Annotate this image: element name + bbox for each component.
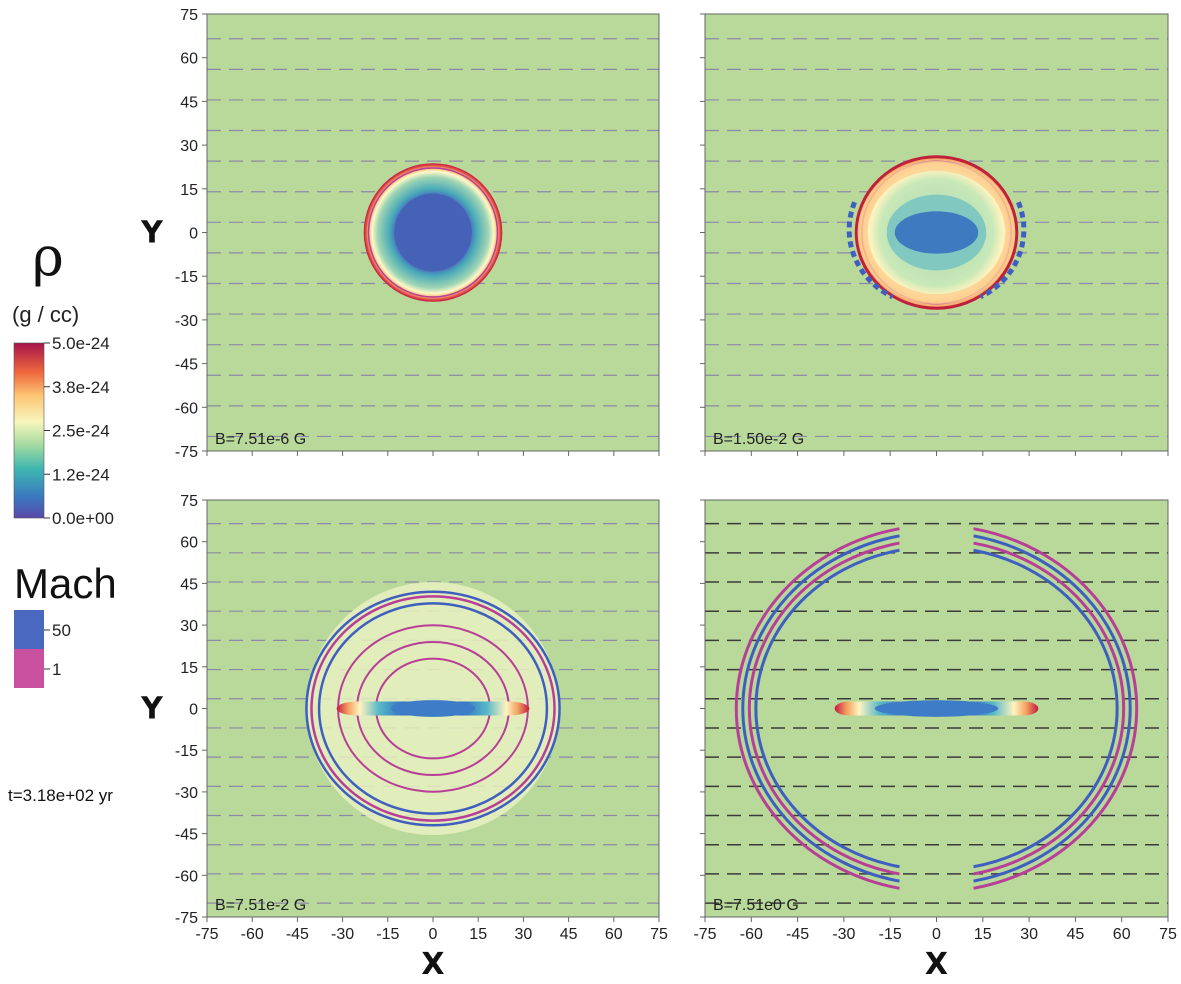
- y-tick-label: -75: [175, 910, 198, 927]
- core-region: [874, 700, 999, 717]
- mach-contour: [317, 602, 549, 815]
- density-tick-label: 0.0e+00: [52, 509, 114, 528]
- x-tick-label: -60: [241, 926, 264, 943]
- mach-contour: [310, 595, 556, 822]
- y-tick-label: 45: [180, 576, 198, 593]
- density-tick-label: 1.2e-24: [52, 465, 110, 484]
- y-tick-label: 15: [180, 182, 198, 199]
- y-tick-label: -15: [175, 743, 198, 760]
- x-tick-label: -60: [740, 926, 763, 943]
- x-tick-label: -15: [879, 926, 902, 943]
- y-tick-label: -60: [175, 868, 198, 885]
- mach-contour: [305, 590, 561, 827]
- mach-arc-right: [973, 541, 1126, 876]
- panel-label: B=7.51e0 G: [713, 897, 799, 914]
- x-tick-label: 0: [429, 926, 438, 943]
- x-tick-label: -45: [286, 926, 309, 943]
- y-tick-label: 60: [180, 51, 198, 68]
- density-colorbar: [13, 342, 45, 519]
- x-tick-label: 45: [1067, 926, 1085, 943]
- mach-tick-label: 1: [52, 660, 61, 679]
- mach-arc-left: [734, 527, 900, 890]
- mach-low-swatch: [14, 649, 44, 688]
- x-tick-label: 0: [932, 926, 941, 943]
- y-tick-label: 60: [180, 535, 198, 552]
- x-tick-label: 30: [1020, 926, 1038, 943]
- panel-1: 75 60 45 30 15 0 -15 -30 -45 -60 -75 Y B=7.51e-6 G: [140, 7, 660, 461]
- panel-label: B=1.50e-2 G: [713, 431, 804, 448]
- x-tick-label: 60: [605, 926, 623, 943]
- mach-arc-right: [973, 548, 1119, 869]
- y-axis-title: Y: [140, 216, 164, 251]
- x-tick-label: 60: [1113, 926, 1131, 943]
- core-region: [390, 700, 476, 717]
- x-tick-label: 15: [974, 926, 992, 943]
- hot-shell: [857, 160, 1016, 305]
- y-tick-label: -30: [175, 313, 198, 330]
- x-axis-title: X: [925, 947, 948, 982]
- x-tick-label: 30: [515, 926, 533, 943]
- panel-label: B=7.51e-2 G: [215, 897, 306, 914]
- y-tick-label: 30: [180, 138, 198, 155]
- y-axis-title: Y: [140, 692, 164, 727]
- y-tick-label: -45: [175, 357, 198, 374]
- panel-4: -75 -60 -45 -30 -15 0 15 30 45 60 75 X B=7.51e0 G: [693, 499, 1177, 982]
- x-tick-label: 15: [469, 926, 487, 943]
- y-tick-label: 75: [180, 493, 198, 510]
- x-tick-label: -30: [832, 926, 855, 943]
- x-tick-label: -45: [786, 926, 809, 943]
- density-tick-label: 5.0e-24: [52, 334, 110, 353]
- mach-high-swatch: [14, 610, 44, 649]
- y-tick-label: -45: [175, 827, 198, 844]
- y-tick-label: 30: [180, 618, 198, 635]
- x-tick-label: -75: [195, 926, 218, 943]
- x-tick-label: -30: [331, 926, 354, 943]
- time-label: t=3.18e+02 yr: [8, 786, 113, 805]
- x-tick-label: 75: [1159, 926, 1177, 943]
- y-tick-label: 15: [180, 660, 198, 677]
- mach-tick-label: 50: [52, 621, 71, 640]
- legend: ρ (g / cc) 5.0e-24 3.8e-24 2.5e-24 1.2e-24 0…: [8, 225, 117, 805]
- y-tick-label: 0: [189, 226, 198, 243]
- density-tick-label: 2.5e-24: [52, 422, 110, 441]
- panel-2: B=1.50e-2 G: [700, 13, 1169, 456]
- x-tick-label: -75: [693, 926, 716, 943]
- mach-high-arc: [846, 201, 894, 300]
- y-tick-label: 75: [180, 7, 198, 24]
- x-tick-label: 75: [650, 926, 668, 943]
- mach-arc-left: [747, 541, 900, 876]
- mach-arc-left: [754, 548, 900, 869]
- y-tick-label: 0: [189, 702, 198, 719]
- mach-arc-left: [741, 534, 900, 883]
- core-region: [894, 211, 979, 254]
- panel-label: B=7.51e-6 G: [215, 431, 306, 448]
- panel-3: 75 60 45 30 15 0 -15 -30 -45 -60 -75-75 -60 -45 -30 -1…: [140, 493, 668, 982]
- y-tick-label: -30: [175, 785, 198, 802]
- mach-arc-right: [973, 534, 1132, 883]
- mach-title: Mach: [14, 560, 117, 607]
- y-tick-label: -60: [175, 400, 198, 417]
- density-tick-label: 3.8e-24: [52, 378, 110, 397]
- x-tick-label: -15: [376, 926, 399, 943]
- mach-arc-right: [973, 527, 1139, 890]
- x-axis-title: X: [421, 947, 444, 982]
- mach-high-arc: [979, 201, 1027, 300]
- y-tick-label: -15: [175, 269, 198, 286]
- density-symbol: ρ: [32, 225, 64, 288]
- mach-contour: [367, 167, 499, 298]
- y-tick-label: 45: [180, 94, 198, 111]
- core-region: [394, 193, 472, 272]
- y-tick-label: -75: [175, 444, 198, 461]
- shock-front: [854, 155, 1019, 310]
- density-unit: (g / cc): [12, 302, 79, 327]
- x-tick-label: 45: [560, 926, 578, 943]
